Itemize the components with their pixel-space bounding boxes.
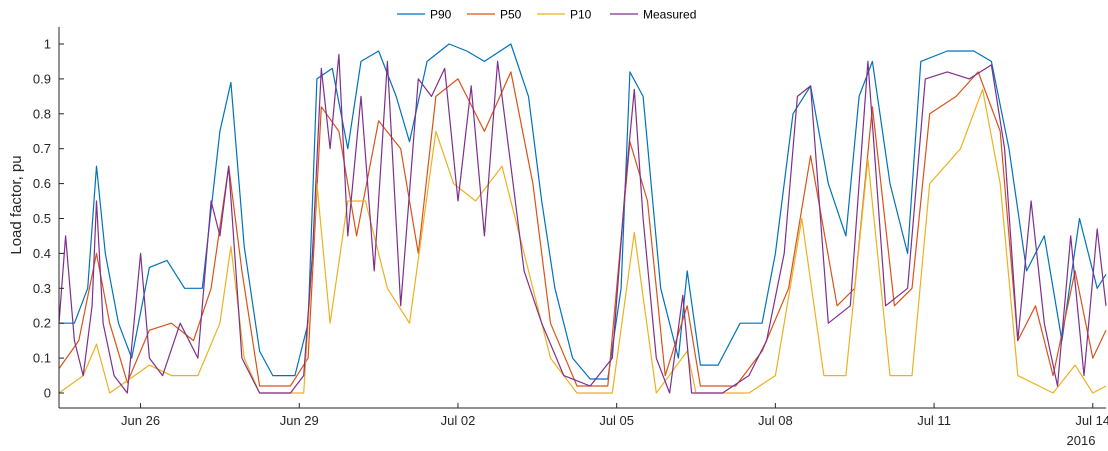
x-tick-label: Jun 29 (280, 413, 319, 428)
y-tick-label: 0.8 (33, 106, 51, 121)
x-tick-label: Jul 08 (758, 413, 793, 428)
legend: P90 P50 P10 Measured (397, 8, 696, 22)
y-tick-label: 0.4 (33, 246, 51, 261)
x-tick-label: Jun 26 (121, 413, 160, 428)
plot-area (58, 43, 1107, 394)
x-tick-label: Jul 11 (917, 413, 951, 428)
legend-label-p50: P50 (500, 8, 522, 22)
y-tick-label: 0.7 (33, 141, 51, 156)
series-line-p90 (59, 43, 1107, 380)
y-tick-label: 0.5 (33, 211, 51, 226)
legend-label-p90: P90 (430, 8, 452, 22)
axes: 0 0.1 0.2 0.3 0.4 0.5 0.6 0.7 0.8 0.9 1 Jun 26 Jun 2… (33, 27, 1108, 428)
x-axis-year-label: 2016 (1067, 433, 1096, 448)
y-tick-label: 0.9 (33, 71, 51, 86)
legend-label-measured: Measured (643, 8, 696, 22)
series-line-measured (58, 53, 1107, 394)
y-tick-label: 0.3 (33, 281, 51, 296)
y-tick-label: 1 (44, 37, 51, 52)
legend-label-p10: P10 (570, 8, 592, 22)
x-tick-label: Jul 14 (1075, 413, 1108, 428)
series-line-p10 (58, 88, 1107, 394)
series-line-p50 (58, 71, 1107, 387)
y-axis-label: Load factor, pu (8, 155, 25, 254)
x-tick-label: Jul 05 (599, 413, 634, 428)
y-tick-label: 0 (44, 386, 51, 401)
y-tick-label: 0.6 (33, 176, 51, 191)
y-tick-label: 0.1 (33, 351, 51, 366)
y-tick-label: 0.2 (33, 316, 51, 331)
x-tick-label: Jul 02 (441, 413, 476, 428)
